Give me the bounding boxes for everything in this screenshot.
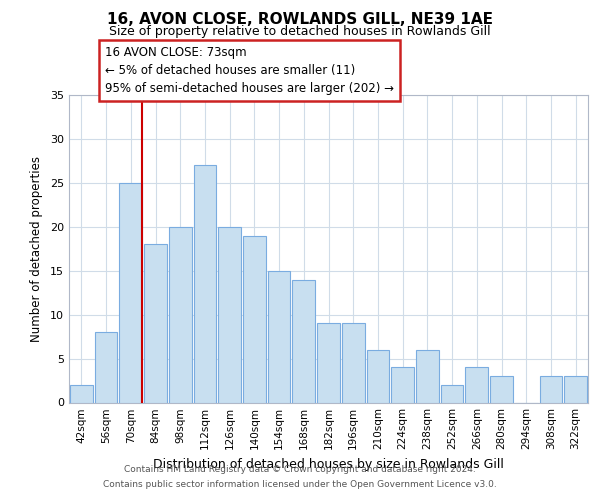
- Bar: [243, 236, 266, 402]
- Text: 16, AVON CLOSE, ROWLANDS GILL, NE39 1AE: 16, AVON CLOSE, ROWLANDS GILL, NE39 1AE: [107, 12, 493, 28]
- X-axis label: Distribution of detached houses by size in Rowlands Gill: Distribution of detached houses by size …: [153, 458, 504, 471]
- Bar: [268, 270, 290, 402]
- Bar: [169, 227, 191, 402]
- Text: Contains public sector information licensed under the Open Government Licence v3: Contains public sector information licen…: [103, 480, 497, 489]
- Bar: [416, 350, 439, 403]
- Bar: [342, 324, 365, 402]
- Bar: [95, 332, 118, 402]
- Bar: [441, 385, 463, 402]
- Bar: [292, 280, 315, 402]
- Text: Contains HM Land Registry data © Crown copyright and database right 2024.: Contains HM Land Registry data © Crown c…: [124, 465, 476, 474]
- Bar: [367, 350, 389, 403]
- Bar: [564, 376, 587, 402]
- Bar: [539, 376, 562, 402]
- Bar: [466, 368, 488, 402]
- Bar: [218, 227, 241, 402]
- Text: 16 AVON CLOSE: 73sqm
← 5% of detached houses are smaller (11)
95% of semi-detach: 16 AVON CLOSE: 73sqm ← 5% of detached ho…: [106, 46, 394, 95]
- Bar: [194, 166, 216, 402]
- Text: Size of property relative to detached houses in Rowlands Gill: Size of property relative to detached ho…: [109, 25, 491, 38]
- Bar: [144, 244, 167, 402]
- Bar: [317, 324, 340, 402]
- Bar: [70, 385, 93, 402]
- Bar: [119, 183, 142, 402]
- Y-axis label: Number of detached properties: Number of detached properties: [30, 156, 43, 342]
- Bar: [391, 368, 414, 402]
- Bar: [490, 376, 513, 402]
